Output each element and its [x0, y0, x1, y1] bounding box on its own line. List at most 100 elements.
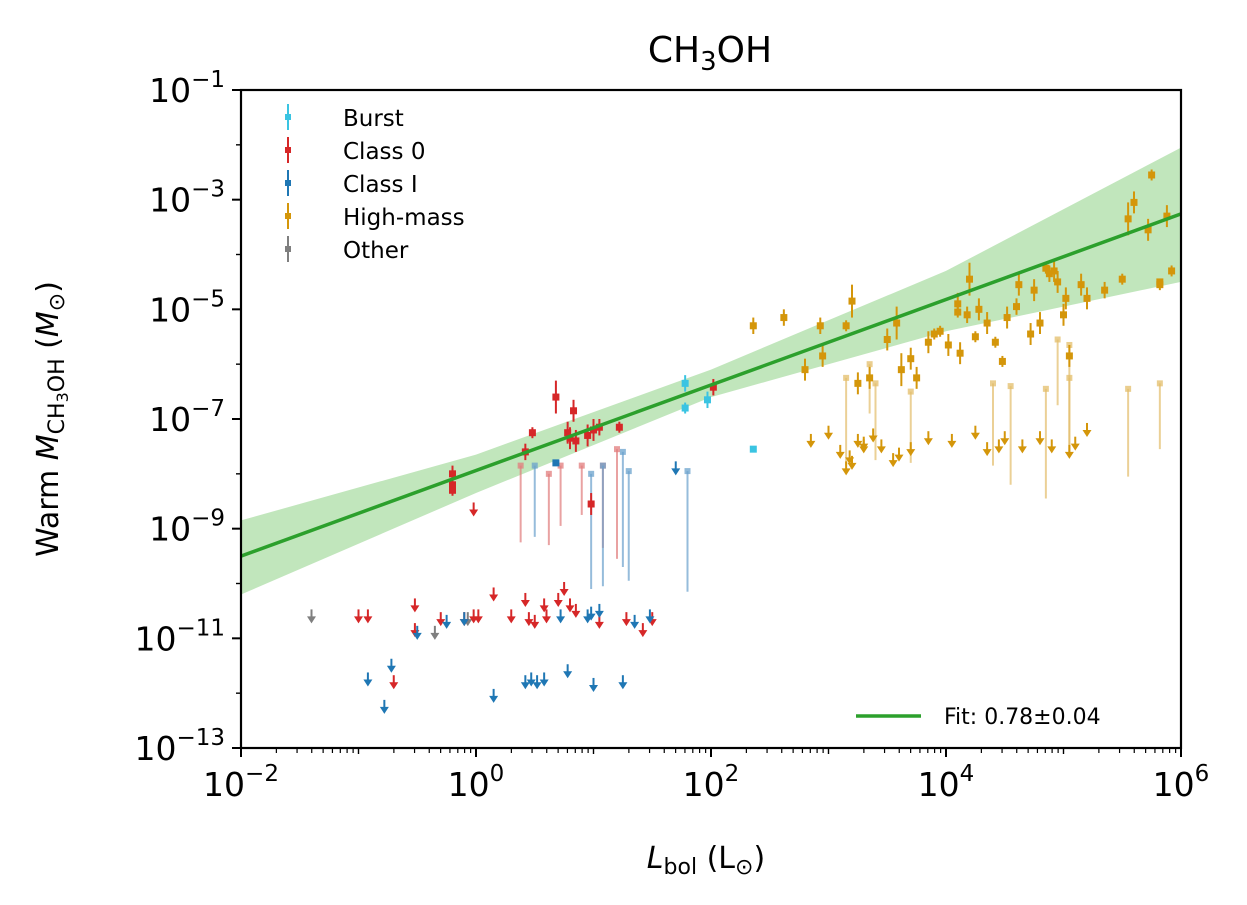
data-point-high-mass — [866, 374, 874, 382]
data-point-high-mass — [1163, 212, 1171, 220]
upper-limit-class-0 — [410, 598, 420, 613]
upper-limit-other — [307, 609, 316, 624]
legend-label-burst: Burst — [343, 106, 404, 132]
faded-point-class-0 — [557, 462, 564, 469]
data-point-class-0 — [709, 383, 717, 391]
upper-limit-class-0 — [469, 502, 479, 517]
data-point-class-0 — [449, 470, 456, 478]
upper-limit-class-i — [412, 625, 422, 640]
faded-point-class-i — [588, 470, 595, 477]
data-point-high-mass — [1156, 278, 1164, 286]
data-point-burst — [681, 379, 689, 387]
faded-point-high-mass — [1007, 383, 1014, 390]
fit-line-layer — [241, 212, 1181, 558]
data-point-high-mass — [936, 327, 944, 335]
upper-limit-high-mass — [1070, 436, 1080, 451]
legend-item-class-0: Class 0 — [285, 137, 425, 165]
x-tick-label: 104 — [918, 761, 975, 804]
upper-limit-class-i — [630, 614, 640, 629]
faded-point-high-mass — [866, 361, 873, 368]
faded-point-high-mass — [872, 380, 879, 387]
data-point-high-mass — [883, 335, 891, 343]
upper-limit-high-mass — [876, 439, 886, 454]
upper-limit-class-i — [594, 603, 604, 618]
faded-point-class-i — [619, 448, 626, 455]
upper-limit-class-i — [442, 614, 452, 629]
data-point-high-mass — [1036, 319, 1044, 327]
data-point-high-mass — [913, 374, 921, 382]
data-point-high-mass — [1101, 286, 1109, 294]
data-point-class-0 — [449, 486, 456, 494]
x-tick-label: 100 — [448, 761, 505, 804]
data-point-high-mass — [930, 330, 938, 338]
upper-limit-high-mass — [847, 455, 857, 470]
faded-point-class-0 — [517, 462, 524, 469]
data-point-high-mass — [1003, 314, 1011, 322]
upper-limit-class-i — [645, 609, 655, 624]
faded-point-class-i — [684, 468, 691, 475]
data-point-class-i — [552, 459, 560, 467]
upper-limit-class-i — [539, 672, 549, 687]
upper-limit-class-i — [459, 612, 469, 627]
upper-limit-high-mass — [1035, 431, 1045, 446]
x-tick-label: 106 — [1153, 761, 1210, 804]
upper-limit-class-i — [526, 672, 536, 687]
upper-limit-class-0 — [489, 587, 499, 602]
data-point-high-mass — [1013, 303, 1020, 311]
legend-label-class-0: Class 0 — [343, 139, 425, 165]
data-point-high-mass — [1083, 294, 1091, 302]
upper-limit-class-i — [589, 677, 598, 692]
upper-limit-class-0 — [473, 609, 483, 624]
upper-limit-high-mass — [859, 436, 869, 451]
data-point-high-mass — [1027, 330, 1035, 338]
x-axis-ticks: 10−2 100 102 104 106 — [203, 748, 1209, 804]
data-point-high-mass — [1054, 278, 1062, 286]
data-point-high-mass — [956, 349, 964, 357]
data-point-high-mass — [1148, 171, 1156, 179]
upper-limit-high-mass — [824, 425, 833, 440]
legend-label-class-i: Class I — [343, 172, 418, 198]
faded-point-class-i — [625, 468, 632, 475]
y-tick-label: 10−11 — [134, 615, 225, 658]
upper-limits-layer — [307, 422, 1092, 714]
upper-limit-class-i — [586, 606, 596, 621]
legend-label-high-mass: High-mass — [343, 205, 465, 231]
faded-point-high-mass — [907, 388, 914, 395]
upper-limit-high-mass — [1082, 422, 1092, 437]
data-point-high-mass — [1050, 267, 1058, 275]
faded-point-high-mass — [1125, 385, 1132, 392]
faded-point-class-0 — [578, 462, 585, 469]
upper-limit-class-i — [563, 664, 573, 679]
faded-point-high-mass — [1042, 385, 1049, 392]
data-point-class-0 — [552, 393, 560, 401]
upper-limit-high-mass — [853, 433, 863, 448]
legend-item-other: Other — [285, 236, 409, 264]
upper-limit-class-i — [556, 609, 566, 624]
chart-title: CH3OH — [648, 30, 772, 77]
faded-point-high-mass — [990, 380, 996, 387]
y-tick-label: 10−1 — [149, 67, 225, 110]
fit-confidence-band — [241, 147, 1181, 595]
faded-point-high-mass — [843, 374, 850, 381]
data-point-class-0 — [615, 423, 623, 431]
data-point-burst — [703, 396, 711, 404]
data-point-high-mass — [819, 352, 827, 360]
data-point-class-0 — [566, 434, 574, 442]
upper-limit-class-0 — [520, 592, 530, 607]
upper-limit-class-0 — [565, 598, 575, 613]
upper-limit-high-mass — [970, 425, 980, 440]
y-tick-label: 10−7 — [149, 396, 225, 439]
fit-legend-label: Fit: 0.78±0.04 — [944, 705, 1101, 730]
legend-item-class-i: Class I — [285, 170, 418, 198]
upper-limit-class-i — [532, 675, 542, 690]
upper-limit-high-mass — [894, 447, 904, 462]
legend: Burst Class 0 Class I High-mass Other — [285, 104, 465, 264]
data-point-high-mass — [975, 305, 983, 313]
upper-limit-high-mass — [841, 461, 851, 476]
legend-item-burst: Burst — [285, 104, 404, 132]
data-point-high-mass — [991, 338, 999, 346]
data-point-class-0 — [528, 429, 536, 437]
data-point-high-mass — [1015, 281, 1023, 289]
data-point-high-mass — [954, 300, 962, 308]
data-point-high-mass — [983, 319, 991, 327]
